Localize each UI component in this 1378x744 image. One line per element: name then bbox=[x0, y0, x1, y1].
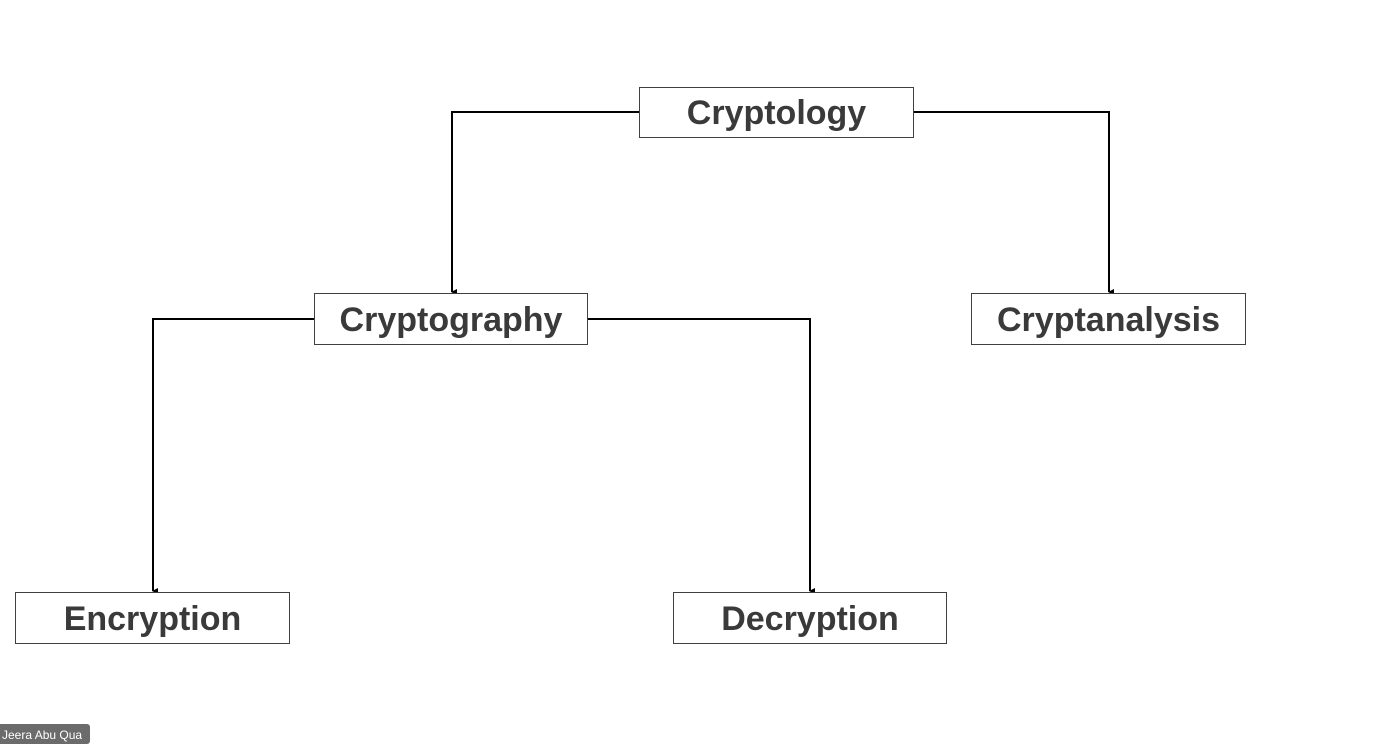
author-tag: Jeera Abu Qua bbox=[0, 724, 91, 744]
node-label-cryptology: Cryptology bbox=[686, 94, 867, 132]
edge-cryptology-cryptography bbox=[451, 111, 639, 295]
node-cryptanalysis: Cryptanalysis bbox=[971, 293, 1246, 345]
edge-cryptography-decryption bbox=[588, 318, 815, 594]
node-encryption: Encryption bbox=[15, 592, 290, 644]
node-label-encryption: Encryption bbox=[63, 599, 242, 638]
edge-cryptography-encryption bbox=[152, 318, 314, 594]
node-cryptology: Cryptology bbox=[639, 87, 914, 138]
node-label-cryptanalysis: Cryptanalysis bbox=[997, 300, 1220, 339]
node-cryptography: Cryptography bbox=[314, 293, 588, 345]
node-decryption: Decryption bbox=[673, 592, 947, 644]
node-label-decryption: Decryption bbox=[721, 599, 899, 638]
edge-cryptology-cryptanalysis bbox=[914, 111, 1114, 295]
node-label-cryptography: Cryptography bbox=[339, 300, 563, 339]
